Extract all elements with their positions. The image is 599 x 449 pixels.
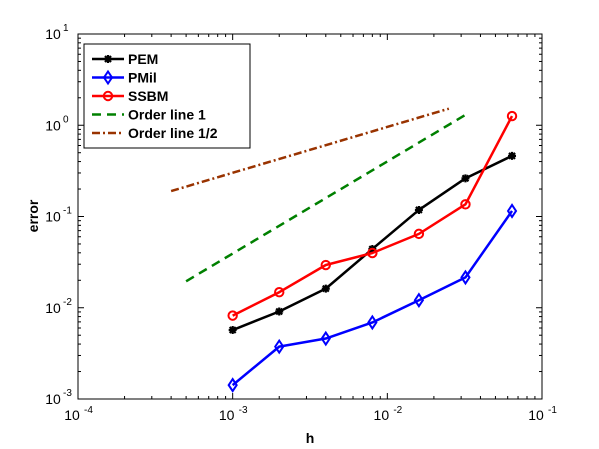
series-order-line-1 [185, 113, 467, 283]
legend-entry: SSBM [92, 88, 168, 104]
data-point [367, 247, 378, 259]
y-tick-label: 10 [45, 391, 61, 407]
x-tick-label: 10 [64, 407, 80, 423]
series-pmil [227, 203, 518, 393]
data-point [506, 110, 518, 122]
data-point [227, 310, 238, 321]
data-point [274, 338, 285, 355]
legend-entry: PEM [92, 51, 158, 67]
legend-label: PMil [128, 70, 157, 86]
series-order-line-1-2 [170, 107, 450, 193]
legend-label: SSBM [128, 88, 168, 104]
legend-entry: Order line 1/2 [92, 125, 218, 141]
legend-entry: Order line 1 [92, 107, 206, 123]
x-axis-label: h [306, 430, 315, 446]
legend-marker [104, 55, 112, 63]
data-point [414, 205, 423, 214]
legend-marker [102, 69, 114, 86]
legend-entry: PMil [92, 70, 157, 86]
data-point [321, 284, 330, 293]
data-point [275, 307, 284, 316]
x-tick-label: 10 [374, 407, 390, 423]
x-tick-label: 10 [528, 407, 544, 423]
data-point [460, 269, 471, 286]
x-tick-exponent: -3 [239, 405, 248, 416]
series-line [232, 115, 514, 317]
x-tick-exponent: -1 [548, 405, 557, 416]
series-line [231, 210, 514, 387]
y-tick-exponent: -3 [63, 388, 72, 399]
legend-label: PEM [128, 51, 158, 67]
y-tick-label: 10 [45, 117, 61, 133]
y-tick-label: 10 [45, 300, 61, 316]
y-tick-label: 10 [45, 209, 61, 225]
tick-layer: 10 -4 10 -3 10 -2 10 -110 -310 -210 -110 010 1 [45, 23, 557, 423]
y-tick-exponent: 0 [63, 114, 69, 125]
y-axis-label: error [25, 199, 41, 232]
series-ssbm [227, 110, 518, 321]
x-tick-exponent: -4 [84, 405, 93, 416]
data-point [367, 314, 378, 331]
data-point [461, 174, 470, 183]
x-tick-exponent: -2 [393, 405, 402, 416]
x-tick-label: 10 [219, 407, 235, 423]
data-point [460, 199, 471, 210]
data-point [413, 228, 425, 240]
data-point [320, 259, 331, 271]
y-tick-exponent: -1 [63, 206, 72, 217]
series-layer [170, 107, 518, 393]
y-tick-label: 10 [45, 26, 61, 42]
data-point [274, 287, 285, 298]
legend: PEM PMil SSBM Order line 1 Order line 1/2 [83, 43, 251, 149]
data-point [508, 151, 517, 160]
data-point [320, 330, 331, 347]
legend-label: Order line 1 [128, 107, 206, 123]
data-point [413, 292, 425, 308]
y-tick-exponent: 1 [63, 23, 69, 34]
data-point [227, 377, 238, 393]
data-point [506, 203, 518, 219]
legend-marker [102, 90, 114, 102]
y-tick-exponent: -2 [63, 297, 72, 308]
data-point [228, 326, 237, 335]
series-line [170, 107, 450, 193]
legend-label: Order line 1/2 [128, 125, 218, 141]
series-line [185, 113, 467, 283]
